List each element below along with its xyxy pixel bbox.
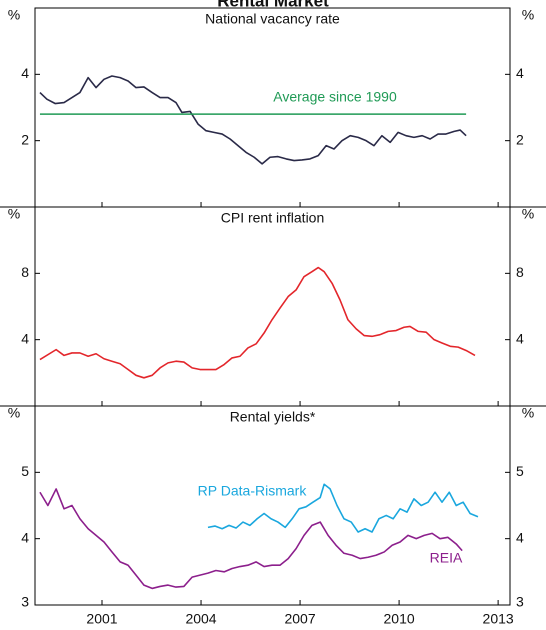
x-tick-label: 2004	[185, 611, 216, 627]
series-label: REIA	[430, 550, 463, 566]
chart-title: Rental Market	[217, 0, 329, 10]
panel-title: Rental yields*	[230, 409, 316, 425]
y-axis-label: %	[8, 7, 20, 23]
series-line	[39, 488, 463, 590]
x-tick-label: 2001	[86, 611, 117, 627]
y-tick-label: 4	[21, 330, 29, 346]
plot-frame	[34, 7, 511, 606]
y-tick-label: 5	[516, 463, 524, 479]
y-tick-label: 8	[516, 264, 524, 280]
y-tick-label: 3	[516, 594, 524, 610]
series-line	[39, 266, 476, 379]
series-line	[39, 75, 467, 165]
y-axis-label: %	[8, 206, 20, 222]
panel-title: CPI rent inflation	[221, 210, 325, 226]
y-tick-label: 4	[516, 529, 524, 545]
x-tick-label: 2010	[384, 611, 415, 627]
y-tick-label: 4	[21, 65, 29, 81]
series-label: RP Data-Rismark	[198, 483, 308, 499]
x-tick-label: 2013	[483, 611, 514, 627]
y-axis-label: %	[522, 7, 534, 23]
y-tick-label: 4	[21, 529, 29, 545]
series-label: Average since 1990	[273, 89, 397, 105]
y-tick-label: 5	[21, 463, 29, 479]
y-axis-label: %	[522, 206, 534, 222]
y-tick-label: 4	[516, 330, 524, 346]
x-tick-label: 2007	[284, 611, 315, 627]
y-axis-label: %	[8, 405, 20, 421]
series-line	[207, 483, 479, 533]
panel-title: National vacancy rate	[205, 11, 340, 27]
y-tick-label: 3	[21, 594, 29, 610]
y-tick-label: 4	[516, 65, 524, 81]
y-tick-label: 2	[21, 131, 29, 147]
y-tick-label: 8	[21, 264, 29, 280]
y-axis-label: %	[522, 405, 534, 421]
y-tick-label: 2	[516, 131, 524, 147]
